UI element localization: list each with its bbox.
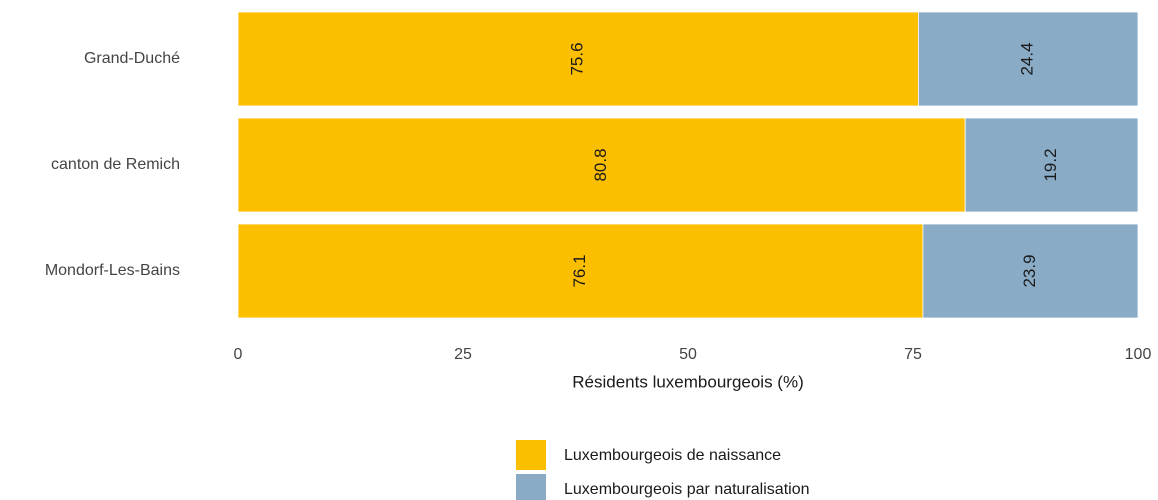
x-tick-label: 100: [1125, 346, 1152, 363]
y-tick-label: canton de Remich: [51, 156, 180, 173]
y-tick-label: Grand-Duché: [84, 50, 180, 67]
data-label: 19.2: [1041, 148, 1060, 181]
legend-swatch: [516, 440, 546, 470]
data-label: 23.9: [1020, 254, 1039, 287]
legend-label: Luxembourgeois par naturalisation: [564, 481, 809, 498]
data-label: 80.8: [591, 148, 610, 181]
x-tick-label: 0: [234, 346, 243, 363]
data-label: 24.4: [1018, 42, 1037, 75]
bar-segment: [237, 223, 924, 319]
x-tick-label: 25: [454, 346, 472, 363]
bar-segment: [922, 223, 1139, 319]
bar-segment: [237, 11, 919, 107]
bar-segment: [964, 117, 1139, 213]
data-label: 76.1: [570, 254, 589, 287]
legend-label: Luxembourgeois de naissance: [564, 447, 781, 464]
x-axis-title: Résidents luxembourgeois (%): [572, 372, 804, 391]
bar-segment: [237, 117, 966, 213]
legend-swatch: [516, 474, 546, 500]
x-tick-label: 50: [679, 346, 697, 363]
data-label: 75.6: [568, 42, 587, 75]
y-tick-label: Mondorf-Les-Bains: [45, 262, 180, 279]
bar-segment: [918, 11, 1139, 107]
x-tick-label: 75: [904, 346, 922, 363]
